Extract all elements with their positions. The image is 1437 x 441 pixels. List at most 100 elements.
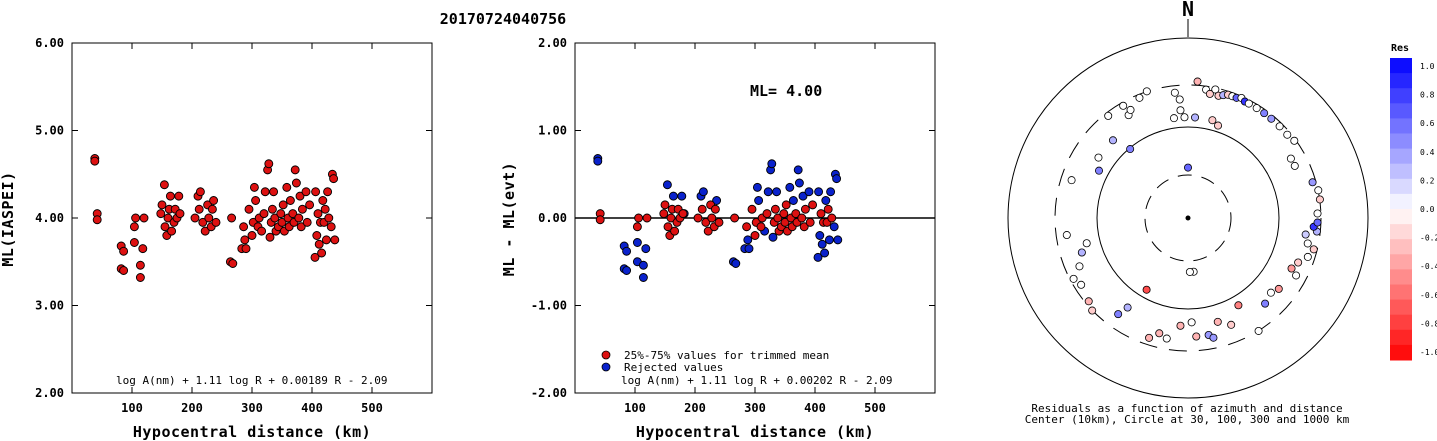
middle-point — [817, 239, 827, 249]
left-point — [302, 217, 312, 227]
middle-point — [701, 217, 711, 227]
polar-station-point — [1126, 105, 1135, 114]
polar-station-point — [1303, 252, 1312, 261]
middle-point — [632, 222, 642, 232]
middle-point — [662, 180, 672, 190]
residual-colorbar: Res 1.0 0.8 0.6 0.4 0.2 0.0 -0.2 -0.4 -0.6 -0.8 -1… — [1390, 43, 1437, 361]
left-point — [314, 239, 324, 249]
polar-station-point — [1209, 333, 1218, 342]
middle-point — [754, 196, 764, 205]
left-point — [156, 209, 166, 219]
middle-point — [638, 273, 648, 282]
middle-point — [663, 222, 673, 232]
left-point — [329, 174, 339, 184]
polar-station-point — [1084, 297, 1093, 306]
polar-caption-line1: Residuals as a function of azimuth and d… — [1031, 402, 1342, 415]
polar-station-point — [1274, 284, 1283, 293]
colorbar-cell — [1390, 329, 1412, 346]
polar-station-point — [1205, 89, 1214, 98]
middle-data-points — [593, 154, 843, 282]
left-point — [321, 235, 331, 245]
polar-station-point — [1290, 161, 1299, 170]
left-point — [228, 259, 238, 268]
middle-formula: log A(nm) + 1.11 log R + 0.00202 R - 2.0… — [621, 374, 893, 387]
colorbar-cell — [1390, 103, 1412, 119]
middle-point — [826, 187, 836, 197]
left-point — [194, 204, 204, 214]
polar-station-points — [1062, 77, 1324, 343]
middle-y-tick-label: -2.00 — [531, 386, 567, 400]
middle-point — [794, 178, 804, 188]
left-point — [313, 209, 323, 219]
middle-point — [714, 217, 724, 227]
polar-station-point — [1308, 178, 1317, 187]
left-scatter-panel: 100 200 300 400 500 2.00 3.00 4.00 5.00 6.00 log … — [0, 36, 433, 441]
left-point — [277, 217, 287, 227]
middle-point — [800, 204, 810, 214]
polar-station-point — [1094, 153, 1103, 162]
middle-point — [788, 196, 798, 205]
colorbar-cell — [1390, 163, 1412, 180]
left-point — [190, 213, 200, 223]
polar-station-point — [1062, 231, 1071, 240]
left-x-tick-label: 400 — [301, 401, 323, 415]
colorbar-cell — [1390, 118, 1412, 134]
left-point — [157, 200, 167, 210]
colorbar-cell — [1390, 193, 1412, 210]
polar-station-point — [1314, 186, 1323, 195]
colorbar-label: 1.0 — [1420, 62, 1435, 71]
legend-label-trimmed: 25%-75% values for trimmed mean — [624, 349, 829, 362]
left-point — [260, 187, 270, 197]
middle-x-tick-label: 200 — [684, 401, 706, 415]
legend-marker-rejected — [601, 362, 611, 372]
left-point — [119, 266, 129, 275]
left-point — [264, 159, 274, 169]
middle-point — [712, 196, 722, 205]
left-point — [198, 217, 208, 227]
middle-x-tick-label: 500 — [864, 401, 886, 415]
middle-point — [821, 196, 831, 205]
azimuth-residual-plot: N Residuals as a function of azimuth and… — [1007, 0, 1369, 426]
middle-point — [820, 248, 830, 258]
middle-point — [730, 213, 740, 223]
left-point — [251, 196, 261, 205]
middle-point — [703, 226, 713, 236]
polar-caption-line2: Center (10km), Circle at 30, 100, 300 an… — [1025, 413, 1350, 426]
polar-station-point — [1069, 274, 1078, 283]
middle-scatter-panel: 100 200 300 400 500 -2.00 -1.00 0.00 1.00 2.00 ML… — [500, 36, 936, 441]
middle-x-tick-label: 300 — [744, 401, 766, 415]
left-point — [204, 213, 214, 223]
left-y-tick-label: 6.00 — [35, 36, 64, 50]
polar-station-point — [1234, 301, 1243, 310]
colorbar-cells — [1390, 58, 1412, 361]
left-point — [290, 165, 300, 175]
middle-y-tick-label: -1.00 — [531, 299, 567, 313]
polar-station-point — [1214, 121, 1223, 130]
middle-point — [762, 209, 772, 219]
polar-station-point — [1185, 267, 1194, 276]
north-label: N — [1182, 0, 1194, 21]
polar-station-point — [1294, 258, 1303, 267]
middle-point — [622, 246, 632, 256]
left-point — [297, 204, 307, 214]
polar-station-point — [1142, 285, 1151, 294]
colorbar-cell — [1390, 269, 1412, 285]
polar-station-point — [1108, 136, 1117, 145]
colorbar-label: -0.6 — [1420, 291, 1437, 300]
middle-point — [833, 235, 843, 245]
left-point — [92, 215, 102, 225]
left-point — [294, 213, 304, 223]
left-point — [207, 204, 217, 214]
middle-point — [824, 235, 834, 245]
colorbar-labels: 1.0 0.8 0.6 0.4 0.2 0.0 -0.2 -0.4 -0.6 -0.8 -1.0 — [1420, 62, 1437, 357]
polar-station-point — [1313, 218, 1322, 227]
left-point — [135, 260, 145, 270]
middle-point — [770, 204, 780, 214]
left-axis-ticks: 100 200 300 400 500 2.00 3.00 4.00 5.00 6.00 — [35, 36, 432, 415]
polar-station-point — [1169, 114, 1178, 123]
polar-station-point — [1208, 116, 1217, 125]
middle-point — [808, 200, 818, 210]
left-x-axis-label: Hypocentral distance (km) — [133, 423, 371, 441]
middle-point — [697, 204, 707, 214]
middle-point — [710, 204, 720, 214]
